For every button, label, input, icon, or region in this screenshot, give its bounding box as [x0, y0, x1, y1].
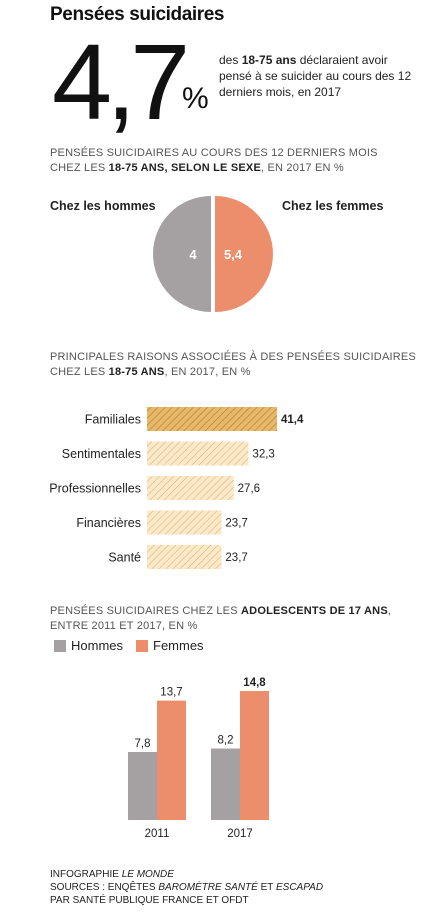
headline-text-post: déclaraient avoir pensé à se suicider au… [219, 53, 412, 99]
bar-1 [147, 407, 277, 431]
bar-category-label: Familiales [85, 413, 141, 427]
teen-bar-value: 8,2 [218, 735, 234, 747]
teen-bars: 7,8 13,7 2011 8,2 14,8 2017 [128, 677, 269, 840]
legend-swatch-women [136, 640, 148, 652]
bar-4 [147, 510, 222, 535]
reasons-bar-chart: Familiales 41,4 Sentimentales 32,3 Professio… [49, 407, 304, 569]
teen-section-heading: Pensées suicidaires chez les adolescents… [50, 604, 391, 634]
teen-bar-femmes-2011 [157, 700, 186, 820]
bar-2 [147, 441, 249, 466]
headline-text: des 18-75 ans déclaraient avoir pensé à … [219, 52, 419, 100]
bar-value-label: 27,6 [238, 483, 260, 495]
bar-section-line1: Principales raisons associées à des pens… [50, 351, 416, 363]
bar-category-label: Professionnelles [49, 482, 141, 496]
footer-line1: Infographie Le Monde [50, 868, 323, 881]
bar-value-label: 32,3 [252, 449, 274, 461]
pie-section-heading: Pensées suicidaires au cours des 12 dern… [50, 146, 378, 176]
bar-section-line2: chez les 18-75 ans, en 2017, en % [50, 365, 416, 380]
bar-category-label: Sentimentales [62, 447, 141, 461]
footer: Infographie Le Monde Sources : Enqêtes B… [50, 868, 323, 907]
footer-line2: Sources : Enqêtes Baromètre santé et Esc… [50, 881, 323, 894]
page-title: Pensées suicidaires [50, 4, 225, 25]
headline-value: 4,7 [52, 21, 190, 142]
teen-bar-chart: 7,8 13,7 2011 8,2 14,8 2017 [128, 677, 269, 840]
pie-section-line2-bold: 18-75 ans, selon le sexe [108, 162, 261, 174]
teen-bar-value: 14,8 [243, 677, 266, 689]
bar-5 [147, 545, 222, 569]
footer-line1-italic: Le Monde [121, 869, 174, 880]
pie-section-line2: chez les 18-75 ans, selon le sexe, en 20… [50, 161, 378, 176]
bar-section-heading: Principales raisons associées à des pens… [50, 350, 416, 380]
pie-slice-women [215, 196, 273, 312]
legend-swatch-men [54, 640, 66, 652]
teen-bar-femmes-2017 [240, 691, 269, 820]
footer-line2-italic2: Escapad [275, 882, 324, 893]
bar-3 [147, 476, 234, 500]
pie-value-men: 4 [189, 247, 197, 262]
footer-line3: par Santé Publique France et OFDT [50, 895, 249, 906]
footer-line2-italic1: Baromètre santé [158, 882, 258, 893]
pie-slices: 4 5,4 [153, 196, 273, 312]
teen-year-label: 2017 [227, 828, 253, 840]
pie-label-women: Chez les femmes [282, 199, 384, 213]
bar-section-line2-post: , en 2017, en % [164, 366, 251, 378]
teen-section-line1-bold: adolescents de 17 ans [241, 605, 388, 617]
headline-unit: % [182, 82, 209, 115]
pie-section-line2-post: , en 2017 en % [260, 162, 344, 174]
teen-bar-value: 13,7 [160, 687, 182, 699]
pie-section-line1: Pensées suicidaires au cours des 12 dern… [50, 147, 378, 159]
pie-label-men: Chez les hommes [50, 199, 156, 213]
teen-bar-hommes-2011 [128, 752, 157, 820]
teen-section-line1-pre: Pensées suicidaires chez les [50, 605, 242, 617]
legend-label-women: Femmes [153, 638, 204, 653]
teen-bar-hommes-2017 [211, 748, 240, 820]
pie-chart: 4 5,4 [153, 196, 273, 312]
legend-label-men: Hommes [71, 638, 124, 653]
reasons-bars: Familiales 41,4 Sentimentales 32,3 Professio… [49, 407, 304, 569]
bar-value-label: 23,7 [225, 552, 247, 564]
bar-value-label: 41,4 [281, 414, 304, 426]
headline-text-bold: 18-75 ans [241, 53, 297, 67]
footer-line2-pre: Sources : Enqêtes [50, 882, 159, 893]
teen-section-line2: entre 2011 et 2017, en % [50, 620, 198, 632]
footer-line1-pre: Infographie [50, 869, 122, 880]
bar-category-label: Santé [108, 551, 141, 565]
pie-slice-men [153, 196, 211, 312]
bar-category-label: Financières [76, 516, 141, 530]
pie-section-line2-pre: chez les [50, 162, 109, 174]
pie-value-women: 5,4 [224, 247, 243, 262]
teen-section-line1: Pensées suicidaires chez les adolescents… [50, 604, 391, 619]
teen-year-label: 2011 [145, 828, 170, 840]
teen-bar-value: 7,8 [135, 738, 151, 750]
headline-text-pre: des [219, 53, 242, 67]
footer-line2-mid: et [257, 882, 276, 893]
bar-section-line2-bold: 18-75 ans [108, 366, 165, 378]
bar-section-line2-pre: chez les [50, 366, 109, 378]
teen-section-line1-post: , [387, 605, 392, 617]
bar-value-label: 23,7 [225, 518, 247, 530]
